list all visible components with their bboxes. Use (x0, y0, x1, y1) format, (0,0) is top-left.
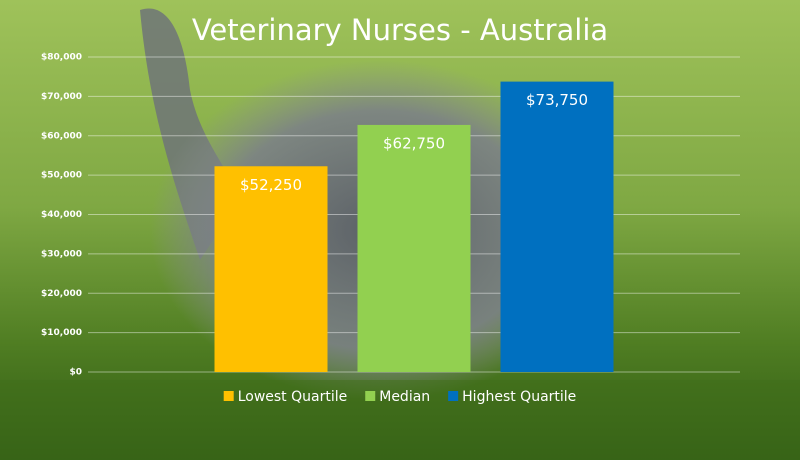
value-label: $52,250 (240, 176, 302, 194)
legend-swatch (365, 391, 376, 401)
legend-label: Median (379, 389, 430, 405)
value-label: $62,750 (383, 134, 445, 152)
y-tick-label: $80,000 (41, 53, 82, 63)
legend-swatch (223, 391, 234, 401)
legend-label: Highest Quartile (462, 389, 576, 405)
legend-swatch (448, 391, 459, 401)
value-label: $73,750 (526, 91, 588, 109)
y-tick-label: $30,000 (41, 249, 82, 259)
y-tick-label: $10,000 (41, 328, 82, 338)
y-tick-label: $20,000 (41, 289, 82, 299)
bar (357, 124, 471, 372)
y-tick-label: $0 (69, 368, 82, 378)
y-tick-label: $40,000 (41, 210, 82, 220)
bar (500, 81, 614, 372)
chart-title: Veterinary Nurses - Australia (192, 13, 608, 47)
bar (214, 166, 328, 372)
y-tick-label: $70,000 (41, 92, 82, 102)
y-tick-label: $50,000 (41, 171, 82, 181)
y-tick-label: $60,000 (41, 131, 82, 141)
legend-label: Lowest Quartile (238, 389, 348, 405)
